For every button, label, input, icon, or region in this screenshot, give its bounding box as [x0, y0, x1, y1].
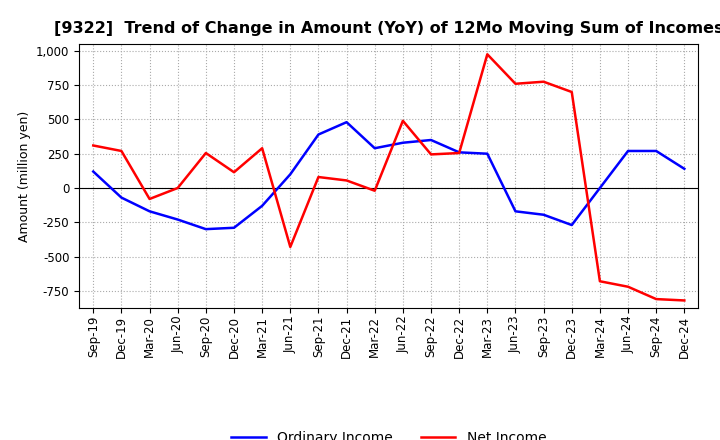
Net Income: [370, 188, 379, 194]
Ordinary Income: [145, 209, 154, 214]
Net Income: [202, 150, 210, 156]
Ordinary Income: [652, 148, 660, 154]
Line: Ordinary Income: Ordinary Income: [94, 122, 684, 229]
Line: Net Income: Net Income: [94, 54, 684, 301]
Net Income: [145, 196, 154, 202]
Net Income: [680, 298, 688, 303]
Net Income: [455, 150, 464, 156]
Ordinary Income: [511, 209, 520, 214]
Ordinary Income: [567, 222, 576, 227]
Net Income: [399, 118, 408, 124]
Ordinary Income: [427, 137, 436, 143]
Net Income: [567, 89, 576, 95]
Net Income: [89, 143, 98, 148]
Net Income: [624, 284, 632, 290]
Net Income: [286, 244, 294, 249]
Net Income: [258, 146, 266, 151]
Net Income: [342, 178, 351, 183]
Ordinary Income: [230, 225, 238, 231]
Ordinary Income: [117, 195, 126, 200]
Ordinary Income: [624, 148, 632, 154]
Ordinary Income: [455, 150, 464, 155]
Ordinary Income: [258, 203, 266, 209]
Ordinary Income: [314, 132, 323, 137]
Ordinary Income: [286, 172, 294, 177]
Ordinary Income: [342, 120, 351, 125]
Net Income: [427, 152, 436, 157]
Legend: Ordinary Income, Net Income: Ordinary Income, Net Income: [226, 426, 552, 440]
Net Income: [652, 297, 660, 302]
Ordinary Income: [399, 140, 408, 145]
Net Income: [595, 279, 604, 284]
Net Income: [117, 148, 126, 154]
Ordinary Income: [202, 227, 210, 232]
Ordinary Income: [539, 212, 548, 217]
Net Income: [174, 185, 182, 191]
Y-axis label: Amount (million yen): Amount (million yen): [17, 110, 30, 242]
Ordinary Income: [680, 166, 688, 172]
Title: [9322]  Trend of Change in Amount (YoY) of 12Mo Moving Sum of Incomes: [9322] Trend of Change in Amount (YoY) o…: [54, 21, 720, 36]
Net Income: [539, 79, 548, 84]
Ordinary Income: [174, 217, 182, 222]
Net Income: [511, 81, 520, 86]
Net Income: [230, 169, 238, 175]
Net Income: [314, 174, 323, 180]
Net Income: [483, 51, 492, 57]
Ordinary Income: [370, 146, 379, 151]
Ordinary Income: [89, 169, 98, 174]
Ordinary Income: [483, 151, 492, 156]
Ordinary Income: [595, 185, 604, 191]
